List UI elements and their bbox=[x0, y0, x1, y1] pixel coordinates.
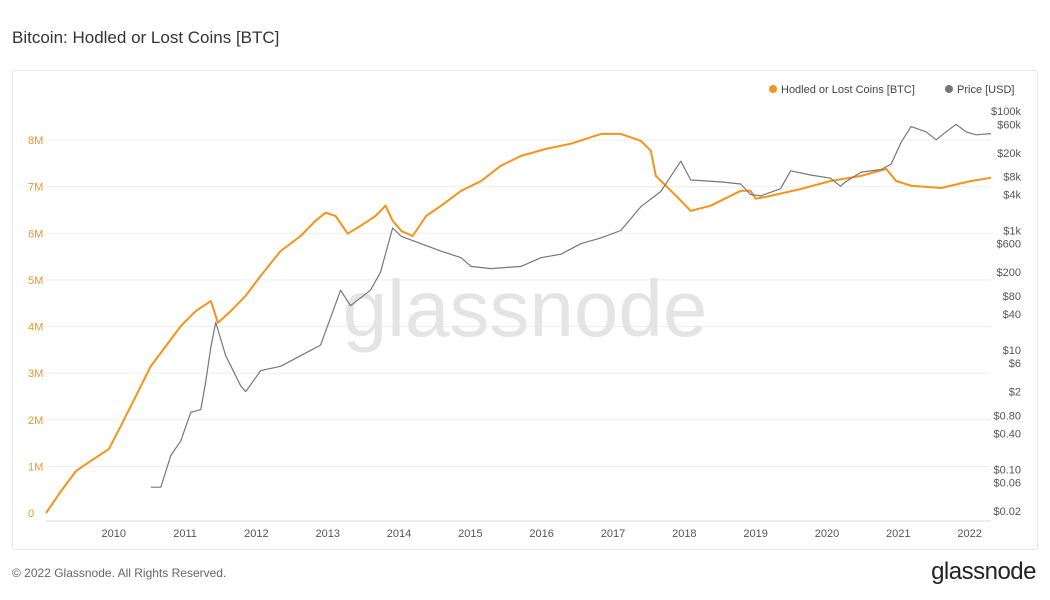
watermark: glassnode bbox=[343, 264, 708, 353]
y-right-tick-label: $10 bbox=[1003, 345, 1021, 357]
y-right-tick-label: $20k bbox=[997, 148, 1021, 160]
x-tick-label: 2011 bbox=[173, 528, 197, 540]
y-right-tick-label: $6 bbox=[1009, 358, 1021, 370]
hodled-series-line bbox=[45, 132, 992, 514]
legend-marker bbox=[769, 85, 777, 93]
x-tick-label: 2018 bbox=[672, 528, 696, 540]
price-series-line bbox=[150, 123, 992, 488]
y-left-tick-label: 5M bbox=[28, 275, 43, 287]
y-right-tick-label: $0.40 bbox=[993, 428, 1021, 440]
copyright: © 2022 Glassnode. All Rights Reserved. bbox=[12, 566, 227, 580]
x-tick-label: 2013 bbox=[315, 528, 339, 540]
y-right-tick-label: $80 bbox=[1003, 291, 1021, 303]
y-left-tick-label: 2M bbox=[28, 415, 43, 427]
y-left-tick-label: 7M bbox=[28, 182, 43, 194]
y-right-tick-label: $100k bbox=[991, 106, 1021, 118]
x-tick-label: 2017 bbox=[601, 528, 625, 540]
y-right-tick-label: $2 bbox=[1009, 387, 1021, 399]
y-right-tick-label: $60k bbox=[997, 119, 1021, 131]
y-left-tick-label: 6M bbox=[28, 228, 43, 240]
y-right-tick-label: $0.02 bbox=[993, 506, 1021, 518]
legend-label: Price [USD] bbox=[957, 84, 1014, 96]
y-right-tick-label: $600 bbox=[997, 239, 1021, 251]
y-right-tick-label: $40 bbox=[1003, 309, 1021, 321]
x-tick-label: 2019 bbox=[743, 528, 767, 540]
y-right-tick-label: $8k bbox=[1003, 172, 1021, 184]
x-tick-label: 2016 bbox=[529, 528, 553, 540]
chart-card: 0 1M 2M 3M 4M 5M 6M 7M 8M 2010 2011 2012 2013 2014 201… bbox=[12, 70, 1038, 550]
x-tick-label: 2012 bbox=[244, 528, 268, 540]
legend-label: Hodled or Lost Coins [BTC] bbox=[781, 84, 915, 96]
y-right-tick-label: $1k bbox=[1003, 225, 1021, 237]
legend-marker bbox=[945, 85, 953, 93]
y-left-tick-label: 3M bbox=[28, 368, 43, 380]
y-left-tick-label: 0 bbox=[28, 508, 34, 520]
y-right-tick-label: $4k bbox=[1003, 190, 1021, 202]
chart: 0 1M 2M 3M 4M 5M 6M 7M 8M 2010 2011 2012 2013 2014 201… bbox=[28, 84, 1021, 540]
y-right-tick-label: $0.80 bbox=[993, 410, 1021, 422]
x-tick-label: 2021 bbox=[886, 528, 910, 540]
x-tick-label: 2022 bbox=[957, 528, 981, 540]
x-tick-label: 2015 bbox=[458, 528, 482, 540]
page-title: Bitcoin: Hodled or Lost Coins [BTC] bbox=[12, 28, 280, 47]
y-right-tick-label: $0.10 bbox=[993, 464, 1021, 476]
y-right-tick-label: $200 bbox=[997, 267, 1021, 279]
y-right-tick-label: $0.06 bbox=[993, 478, 1021, 490]
y-left-tick-label: 1M bbox=[28, 461, 43, 473]
y-left-tick-label: 8M bbox=[28, 135, 43, 147]
x-tick-label: 2010 bbox=[102, 528, 126, 540]
brand-logo: glassnode bbox=[931, 558, 1036, 585]
x-tick-label: 2014 bbox=[387, 528, 411, 540]
y-left-tick-label: 4M bbox=[28, 322, 43, 334]
x-tick-label: 2020 bbox=[815, 528, 839, 540]
